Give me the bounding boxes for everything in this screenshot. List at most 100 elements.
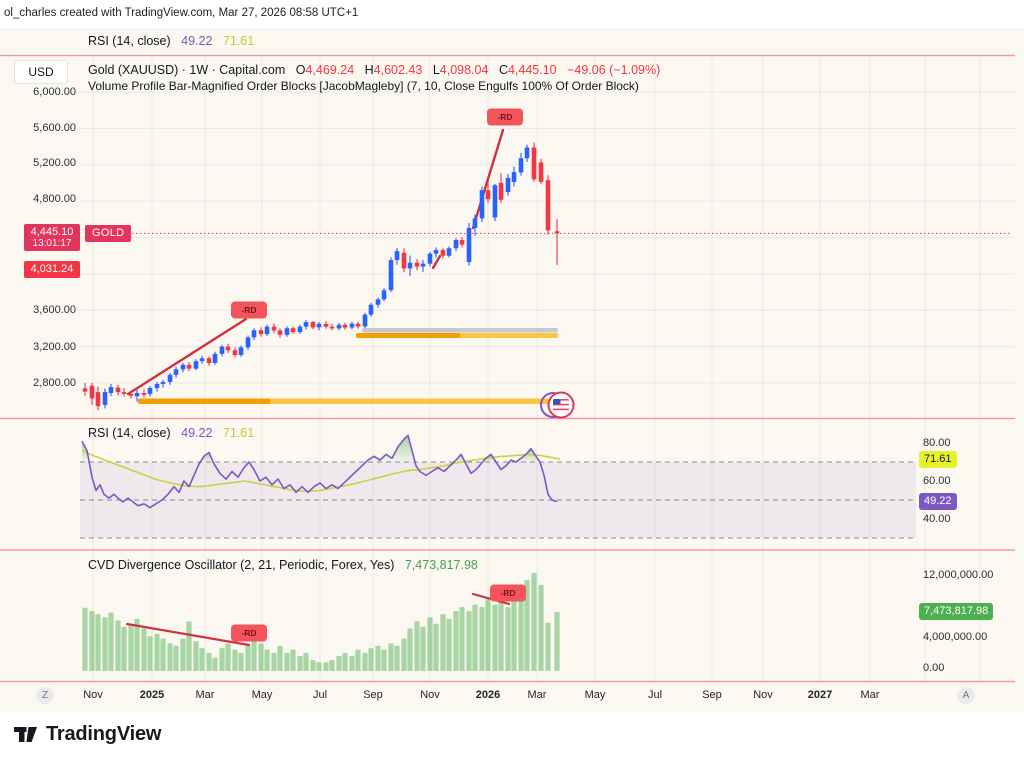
candle xyxy=(89,383,95,405)
candle xyxy=(433,247,439,258)
order-block xyxy=(138,398,270,404)
time-axis-label: May xyxy=(584,689,606,701)
cvd-bar xyxy=(401,638,407,671)
cvd-bar xyxy=(554,611,560,671)
currency-badge[interactable]: USD xyxy=(14,60,68,84)
cvd-bar xyxy=(336,655,342,671)
rsi-pane-legend[interactable]: RSI (14, close) 49.22 71.61 xyxy=(88,426,254,440)
candle xyxy=(95,386,101,411)
trend-line[interactable] xyxy=(431,254,442,270)
candle xyxy=(323,321,329,329)
cvd-bar xyxy=(212,657,218,671)
cvd-bar xyxy=(284,652,290,671)
candle xyxy=(545,175,551,235)
cvd-bar xyxy=(154,633,160,671)
candle xyxy=(511,166,517,187)
jump-start-badge[interactable]: Z xyxy=(36,687,54,704)
candle xyxy=(225,343,231,354)
rsi-tick-80: 80.00 xyxy=(923,437,951,449)
candle xyxy=(531,142,537,182)
candle xyxy=(472,214,478,236)
ohlc-low-key: L xyxy=(432,63,440,77)
trend-line[interactable] xyxy=(125,622,251,647)
candle xyxy=(427,251,433,267)
trend-line[interactable] xyxy=(471,128,505,230)
rsi-tick-60: 60.00 xyxy=(923,475,951,487)
rsi-ma-line xyxy=(81,449,561,493)
cvd-bar xyxy=(427,617,433,671)
symbol-legend[interactable]: Gold (XAUUSD) · 1W · Capital.com O4,469.… xyxy=(88,63,660,77)
candle xyxy=(485,182,491,203)
jump-end-badge[interactable]: A xyxy=(957,687,975,704)
cvd-bar xyxy=(505,607,511,671)
last-price-value: 4,445.10 xyxy=(30,226,74,238)
cvd-bar xyxy=(225,643,231,671)
price-tick: 4,800.00 xyxy=(33,193,76,205)
cvd-bar xyxy=(498,599,504,671)
cvd-bar xyxy=(453,610,459,671)
rsi-legend-title[interactable]: RSI (14, close) xyxy=(88,34,171,48)
cvd-bar xyxy=(545,622,551,671)
tradingview-logo[interactable]: TradingView xyxy=(14,723,161,746)
symbol-title[interactable]: Gold (XAUUSD) · 1W · Capital.com xyxy=(88,63,286,77)
candle xyxy=(193,359,199,371)
change-value: −49.06 (−1.09%) xyxy=(567,63,661,77)
symbol-price-tag: GOLD xyxy=(85,225,132,242)
candle xyxy=(173,366,179,378)
candle xyxy=(355,321,361,329)
indicator-legend[interactable]: Volume Profile Bar-Magnified Order Block… xyxy=(88,79,639,93)
svg-text:-RD: -RD xyxy=(241,305,256,315)
price-axis[interactable]: 6,000.00 5,600.00 5,200.00 4,800.00 3,600.00… xyxy=(0,56,76,418)
cvd-bar xyxy=(368,648,374,671)
cvd-bar xyxy=(310,659,316,671)
candle xyxy=(284,326,290,337)
rsi-ma-axis-tag: 71.61 xyxy=(919,451,957,468)
cvd-bar xyxy=(511,595,517,671)
candle xyxy=(232,347,238,358)
candle xyxy=(492,183,498,222)
cvd-bar xyxy=(206,652,212,671)
candle xyxy=(554,219,560,265)
rsi-value-axis-tag: 49.22 xyxy=(919,493,957,510)
cvd-bar xyxy=(297,655,303,671)
price-tick: 2,800.00 xyxy=(33,377,76,389)
candle xyxy=(154,382,160,392)
ohlc-high-key: H xyxy=(364,63,374,77)
candle xyxy=(394,248,400,265)
rsi-pane-title[interactable]: RSI (14, close) xyxy=(88,426,171,440)
candle xyxy=(219,344,225,357)
trend-line[interactable] xyxy=(126,317,248,396)
price-tick: 5,200.00 xyxy=(33,157,76,170)
time-axis-label: 2025 xyxy=(139,689,165,701)
time-axis-label: 2027 xyxy=(807,689,833,701)
cvd-bar xyxy=(290,649,296,671)
svg-text:-RD: -RD xyxy=(500,588,515,598)
time-axis[interactable]: Z Nov 2025 Mar May Jul Sep Nov 2026 Mar May Jul Sep N… xyxy=(0,687,1024,707)
cvd-bar xyxy=(121,626,127,671)
cvd-bar xyxy=(277,645,283,671)
candle xyxy=(329,323,335,331)
cvd-pane-title[interactable]: CVD Divergence Oscillator (2, 21, Period… xyxy=(88,558,395,572)
cvd-bar xyxy=(440,614,446,671)
cvd-bar xyxy=(251,638,257,671)
cvd-bar xyxy=(199,648,205,671)
candle xyxy=(538,158,544,185)
candle xyxy=(518,152,524,176)
cvd-tick-0: 0.00 xyxy=(923,662,945,674)
candle xyxy=(498,172,504,203)
candle xyxy=(206,356,212,366)
candle xyxy=(277,328,283,338)
indicator-title[interactable]: Volume Profile Bar-Magnified Order Block… xyxy=(88,79,639,93)
cvd-bar xyxy=(82,607,88,671)
cvd-bar xyxy=(258,643,264,671)
candle xyxy=(466,222,472,266)
cvd-pane-legend[interactable]: CVD Divergence Oscillator (2, 21, Period… xyxy=(88,558,478,572)
candle xyxy=(381,288,387,302)
candle xyxy=(160,379,166,388)
candle xyxy=(251,328,257,341)
cvd-bar xyxy=(141,628,147,671)
top-rsi-legend[interactable]: RSI (14, close) 49.22 71.61 xyxy=(88,34,254,48)
candle xyxy=(258,327,264,337)
cvd-bar xyxy=(362,652,368,671)
